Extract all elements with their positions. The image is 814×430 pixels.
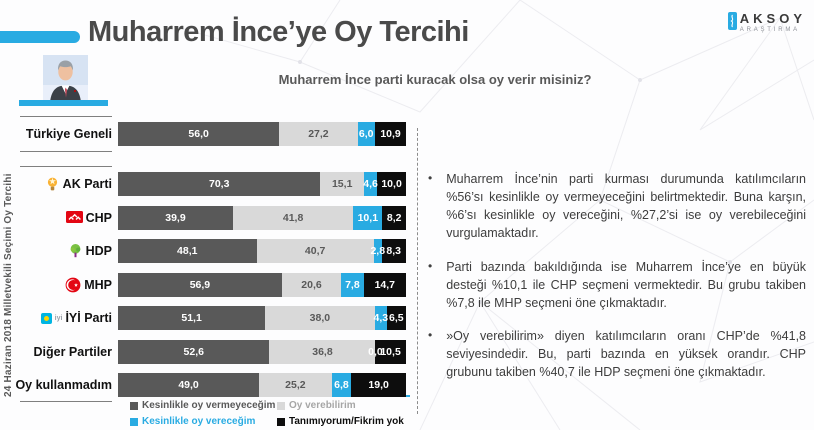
legend-item: Tanımıyorum/Fikrim yok xyxy=(277,416,404,427)
bullet-item: • »Oy verebilirim» diyen katılımcıların … xyxy=(428,327,806,381)
separator-line xyxy=(20,151,112,152)
chart-question-subtitle: Muharrem İnce parti kuracak olsa oy veri… xyxy=(278,72,592,87)
legend-swatch xyxy=(277,401,285,410)
logo-tagline: ARAŞTIRMA xyxy=(739,27,800,33)
aksoy-logo: AKSOY ARAŞTIRMA xyxy=(727,12,806,33)
bullet-dot: • xyxy=(428,327,433,342)
legend-swatch xyxy=(130,417,138,426)
photo-accent-bar xyxy=(19,100,108,106)
separator-line xyxy=(20,401,112,402)
decorative-blue-line xyxy=(328,395,410,398)
title-accent-bar xyxy=(0,31,80,43)
chart-legend: Kesinlikle oy vermeyeceğim Oy verebilirim… xyxy=(130,400,404,427)
legend-swatch xyxy=(130,401,138,410)
aksoy-logo-text: AKSOY ARAŞTIRMA xyxy=(740,12,806,33)
bullet-text: Parti bazında bakıldığında ise Muharrem … xyxy=(446,259,806,310)
bullet-item: • Parti bazında bakıldığında ise Muharre… xyxy=(428,258,806,312)
bullet-dot: • xyxy=(428,258,433,273)
legend-label: Kesinlikle oy vereceğim xyxy=(142,416,256,427)
logo-name: AKSOY xyxy=(739,11,806,26)
chart-text-divider xyxy=(417,128,418,414)
bullet-item: • Muharrem İnce’nin parti kurması durumu… xyxy=(428,170,806,243)
legend-item: Kesinlikle oy vermeyeceğim xyxy=(130,400,277,411)
bullet-dot: • xyxy=(428,171,433,185)
legend-label: Kesinlikle oy vermeyeceğim xyxy=(142,400,276,411)
separator-line xyxy=(20,116,112,117)
separator-line xyxy=(20,166,112,167)
analysis-bullets: • Muharrem İnce’nin parti kurması durumu… xyxy=(428,170,806,396)
bullet-text: »Oy verebilirim» diyen katılımcıların or… xyxy=(446,328,806,380)
axis-group-label: 24 Haziran 2018 Milletvekili Seçimi Oy T… xyxy=(3,173,14,397)
legend-swatch xyxy=(277,417,285,426)
bullet-text: Muharrem İnce’nin parti kurması durumund… xyxy=(446,172,806,241)
legend-label: Oy verebilirim xyxy=(289,400,356,411)
legend-item: Kesinlikle oy vereceğim xyxy=(130,416,277,427)
aksoy-logo-icon xyxy=(727,12,737,30)
legend-label: Tanımıyorum/Fikrim yok xyxy=(289,416,404,427)
muharrem-ince-photo xyxy=(43,55,88,102)
legend-item: Oy verebilirim xyxy=(277,400,404,411)
page-title: Muharrem İnce’ye Oy Tercihi xyxy=(88,16,469,48)
